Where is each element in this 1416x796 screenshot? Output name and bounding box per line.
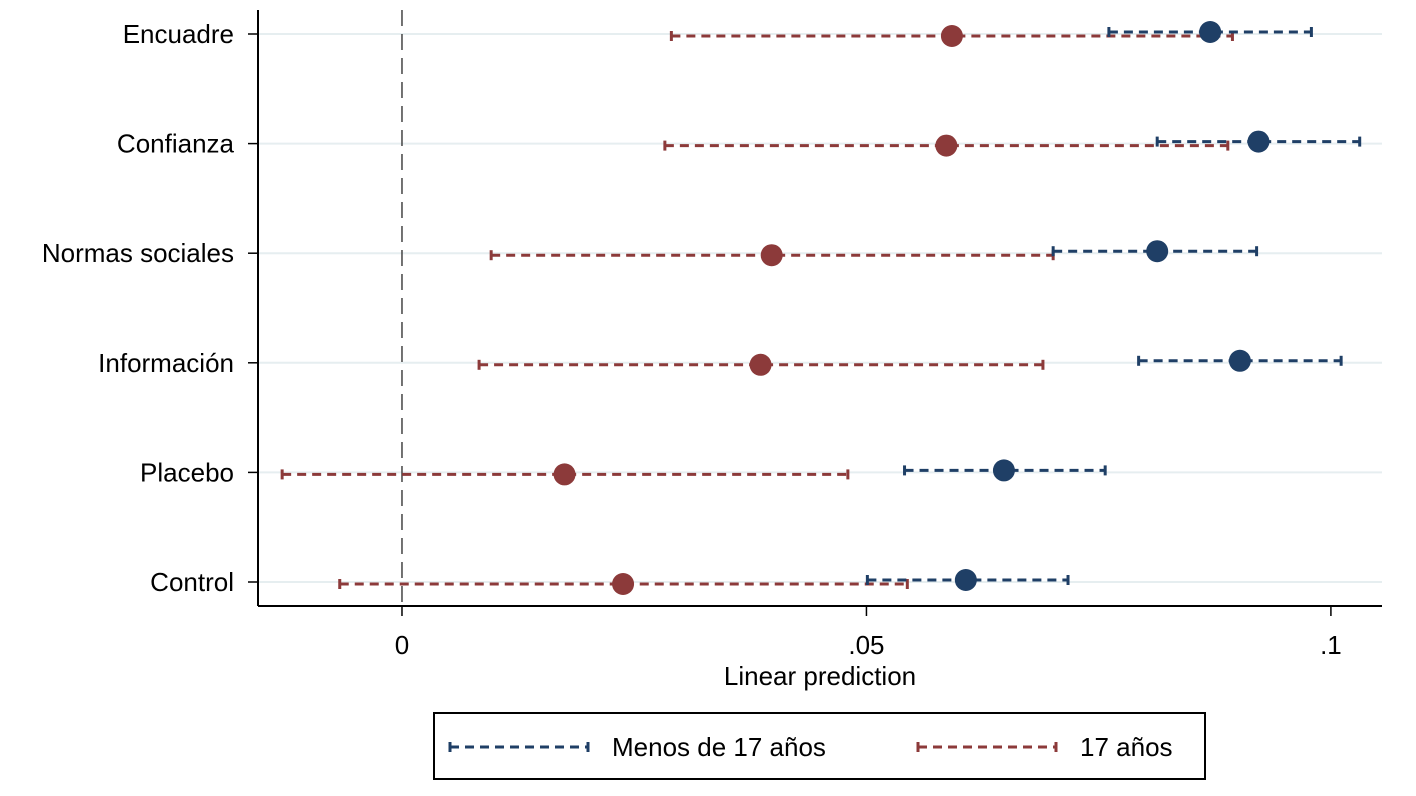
ci-interval (1155, 136, 1362, 147)
point-estimate (749, 353, 772, 376)
grid-lines (258, 33, 1382, 583)
x-axis-title: Linear prediction (724, 661, 916, 691)
point-estimate (1199, 21, 1222, 43)
point-estimate (760, 244, 783, 267)
category-label: Placebo (140, 457, 234, 487)
x-tick-label: 0 (395, 630, 409, 660)
legend-item: Menos de 17 años (448, 732, 826, 762)
point-estimate (1228, 349, 1251, 372)
point-estimate (1146, 240, 1169, 263)
point-estimate (612, 573, 635, 595)
point-estimate (1247, 130, 1270, 153)
legend: Menos de 17 años 17 años (433, 712, 1206, 780)
ci-interval (1137, 355, 1343, 366)
tick-labels: Encuadre Confianza Normas sociales Informac… (42, 19, 1342, 660)
point-estimate (935, 134, 958, 157)
point-estimate (940, 25, 963, 47)
ci-interval (1051, 246, 1259, 257)
ci-interval (903, 465, 1107, 476)
x-tick-label: .1 (1320, 630, 1342, 660)
legend-item: 17 años (916, 732, 1173, 762)
point-estimate (954, 569, 977, 591)
point-estimate (992, 459, 1015, 482)
x-tick-label: .05 (848, 630, 884, 660)
ci-interval (338, 579, 909, 589)
point-estimate (553, 463, 576, 486)
ci-interval (865, 575, 1070, 585)
ci-interval (663, 140, 1230, 151)
axes (248, 10, 1382, 616)
legend-label: 17 años (1080, 732, 1173, 762)
ci-interval (280, 469, 850, 480)
category-label: Control (150, 567, 234, 597)
category-label: Normas sociales (42, 238, 234, 268)
confidence-intervals (280, 27, 1362, 589)
ci-interval (477, 359, 1045, 370)
legend-label: Menos de 17 años (612, 732, 826, 762)
ci-interval (1107, 27, 1313, 37)
category-label: Información (98, 348, 234, 378)
point-estimates (553, 21, 1270, 595)
category-label: Confianza (117, 129, 235, 159)
category-label: Encuadre (123, 19, 234, 49)
